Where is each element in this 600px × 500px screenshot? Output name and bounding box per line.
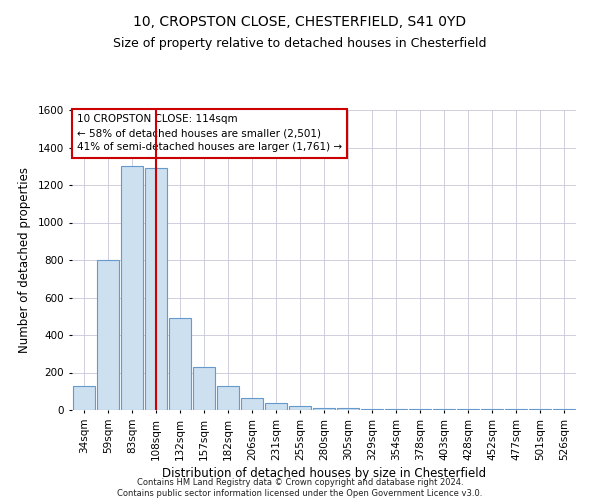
Bar <box>505 409 527 410</box>
Bar <box>457 409 479 410</box>
Bar <box>73 386 95 410</box>
Bar <box>241 398 263 410</box>
Bar <box>121 166 143 410</box>
Bar <box>409 409 431 410</box>
Bar <box>553 409 575 410</box>
X-axis label: Distribution of detached houses by size in Chesterfield: Distribution of detached houses by size … <box>162 466 486 479</box>
Bar <box>265 404 287 410</box>
Text: Size of property relative to detached houses in Chesterfield: Size of property relative to detached ho… <box>113 38 487 51</box>
Bar <box>481 409 503 410</box>
Bar <box>385 409 407 410</box>
Text: Contains HM Land Registry data © Crown copyright and database right 2024.
Contai: Contains HM Land Registry data © Crown c… <box>118 478 482 498</box>
Bar <box>529 409 551 410</box>
Y-axis label: Number of detached properties: Number of detached properties <box>18 167 31 353</box>
Bar <box>193 367 215 410</box>
Bar <box>337 408 359 410</box>
Bar <box>169 318 191 410</box>
Text: 10, CROPSTON CLOSE, CHESTERFIELD, S41 0YD: 10, CROPSTON CLOSE, CHESTERFIELD, S41 0Y… <box>133 15 467 29</box>
Bar <box>217 386 239 410</box>
Bar <box>433 409 455 410</box>
Bar <box>361 409 383 410</box>
Bar <box>313 408 335 410</box>
Bar <box>97 260 119 410</box>
Text: 10 CROPSTON CLOSE: 114sqm
← 58% of detached houses are smaller (2,501)
41% of se: 10 CROPSTON CLOSE: 114sqm ← 58% of detac… <box>77 114 342 152</box>
Bar <box>145 168 167 410</box>
Bar <box>289 406 311 410</box>
